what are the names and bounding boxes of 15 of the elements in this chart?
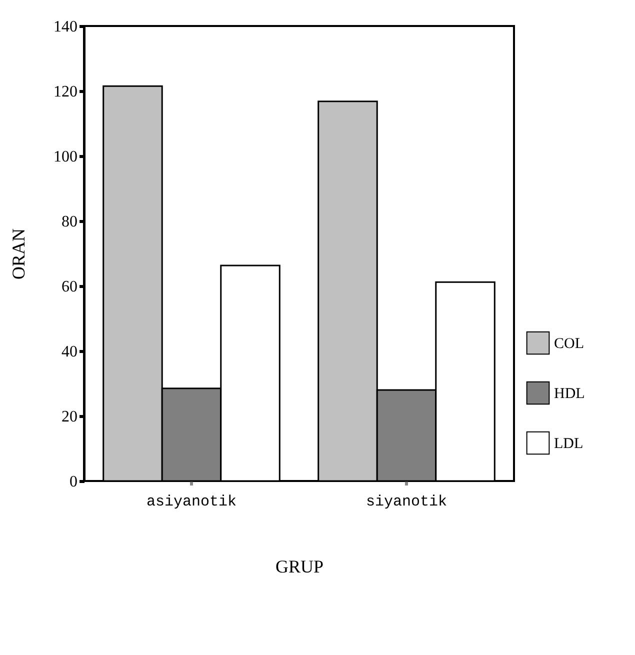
y-tick-label: 120 — [54, 84, 78, 100]
x-tick-label: asiyanotik — [146, 494, 237, 510]
y-axis-title: ORAN — [8, 228, 28, 280]
y-tick-label: 100 — [54, 148, 78, 166]
x-tick-label: siyanotik — [366, 494, 448, 510]
legend-label: HDL — [554, 386, 585, 402]
y-tick-label: 40 — [62, 344, 78, 360]
y-tick-label: 140 — [54, 18, 78, 36]
x-axis-title: GRUP — [275, 556, 324, 576]
y-tick-label: 60 — [62, 278, 78, 296]
legend-label: COL — [554, 336, 584, 352]
y-tick-label: 0 — [70, 474, 78, 490]
legend-label: LDL — [554, 436, 584, 452]
y-tick-label: 80 — [62, 214, 78, 230]
y-tick-label: 20 — [62, 408, 78, 426]
